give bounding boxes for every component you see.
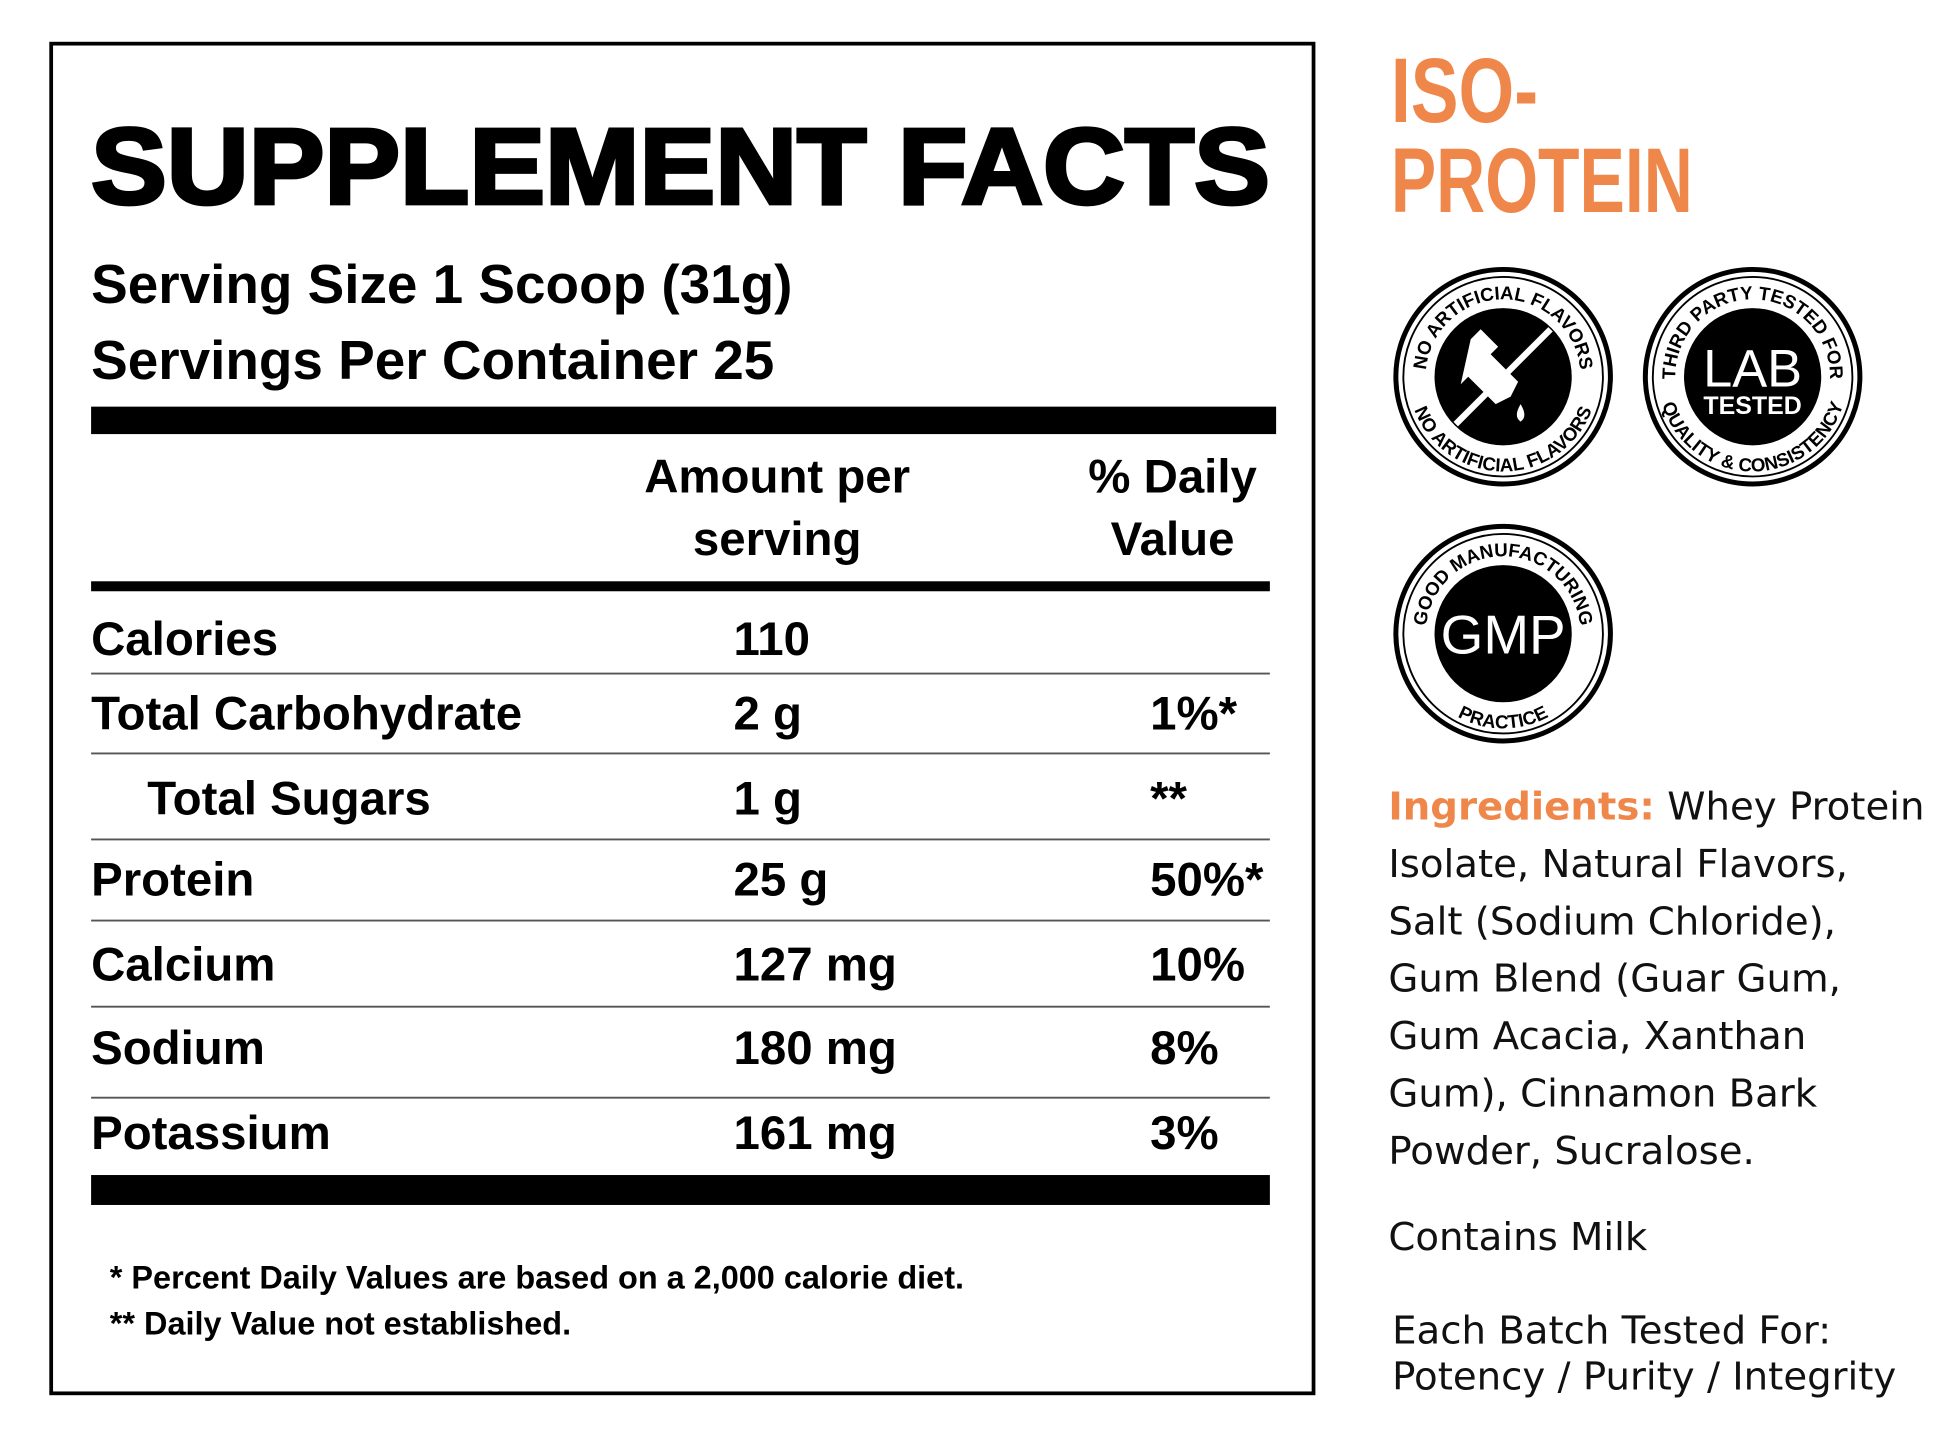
nutrient-amount: 110 bbox=[734, 613, 810, 666]
drop-icon bbox=[1516, 404, 1525, 422]
label-border bbox=[49, 41, 1316, 1396]
nutrient-name: Potassium bbox=[91, 1107, 331, 1160]
ingredients-line: Gum), Cinnamon Bark bbox=[1388, 1071, 1817, 1116]
nutrient-name: Sodium bbox=[91, 1022, 265, 1075]
slash bbox=[1453, 327, 1553, 427]
label-title: SUPPLEMENT FACTS bbox=[91, 106, 1270, 226]
nutrient-name: Total Carbohydrate bbox=[91, 688, 522, 741]
ingredients-line: Powder, Sucralose. bbox=[1388, 1129, 1754, 1174]
ingredients-line: Whey Protein bbox=[1667, 785, 1924, 830]
nutrient-rows: Calories 110 Total Carbohydrate 2 g 1%* Total… bbox=[91, 613, 1270, 1160]
footnote: ** Daily Value not established. bbox=[110, 1306, 571, 1342]
allergens: Contains Milk bbox=[1388, 1215, 1647, 1260]
badge-center: GMP bbox=[1441, 604, 1566, 666]
nutrient-name: Total Sugars bbox=[147, 773, 431, 826]
daily-value-header: % Daily bbox=[1088, 451, 1257, 504]
product-title: ISO- bbox=[1391, 38, 1538, 142]
nutrient-name: Protein bbox=[91, 854, 254, 907]
ingredients-line: Isolate, Natural Flavors, bbox=[1388, 842, 1848, 887]
ingredients: Whey Protein Isolate, Natural Flavors, Sal… bbox=[1388, 785, 1924, 1174]
ingredients-line: Gum Blend (Guar Gum, bbox=[1388, 957, 1841, 1002]
serving-size: Serving Size 1 Scoop (31g) bbox=[91, 253, 792, 315]
nutrient-daily-value: 3% bbox=[1150, 1107, 1219, 1160]
daily-value-header: Value bbox=[1111, 513, 1235, 566]
nutrient-daily-value: 1%* bbox=[1150, 688, 1237, 741]
badge-core bbox=[1684, 308, 1822, 446]
nutrient-daily-value: 10% bbox=[1150, 938, 1245, 991]
nutrient-amount: 25 g bbox=[734, 854, 829, 907]
footnote: * Percent Daily Values are based on a 2,… bbox=[110, 1260, 964, 1296]
badge-ring bbox=[1651, 275, 1854, 478]
thick-rule bbox=[91, 1175, 1270, 1205]
dropper-icon bbox=[1460, 329, 1519, 405]
nutrient-daily-value: 50%* bbox=[1150, 854, 1264, 907]
nutrient-amount: 1 g bbox=[734, 773, 802, 826]
ingredients-label: Ingredients: bbox=[1388, 785, 1654, 830]
product-title: PROTEIN bbox=[1391, 128, 1693, 232]
testing: Each Batch Tested For: bbox=[1392, 1308, 1831, 1353]
amount-header: serving bbox=[693, 513, 862, 566]
nutrient-amount: 2 g bbox=[734, 688, 802, 741]
nutrient-daily-value: ** bbox=[1150, 773, 1187, 826]
nutrient-name: Calcium bbox=[91, 938, 275, 991]
testing: Potency / Purity / Integrity bbox=[1392, 1355, 1896, 1400]
thick-rule bbox=[91, 406, 1277, 435]
servings-per-container: Servings Per Container 25 bbox=[91, 329, 774, 391]
nutrient-amount: 127 mg bbox=[734, 938, 897, 991]
badge-ring bbox=[1402, 532, 1604, 735]
badge-center: TESTED bbox=[1703, 392, 1801, 420]
ingredients-line: Gum Acacia, Xanthan bbox=[1388, 1014, 1806, 1059]
badge-center: LAB bbox=[1703, 341, 1802, 399]
amount-header: Amount per bbox=[644, 451, 910, 504]
nutrient-amount: 161 mg bbox=[734, 1107, 897, 1160]
nutrient-name: Calories bbox=[91, 613, 278, 666]
badge-core bbox=[1434, 565, 1572, 703]
medium-rule bbox=[91, 581, 1270, 592]
badge-ring bbox=[1402, 275, 1604, 478]
nutrient-amount: 180 mg bbox=[734, 1022, 897, 1075]
ingredients-line: Salt (Sodium Chloride), bbox=[1388, 899, 1836, 944]
nutrient-daily-value: 8% bbox=[1150, 1022, 1219, 1075]
